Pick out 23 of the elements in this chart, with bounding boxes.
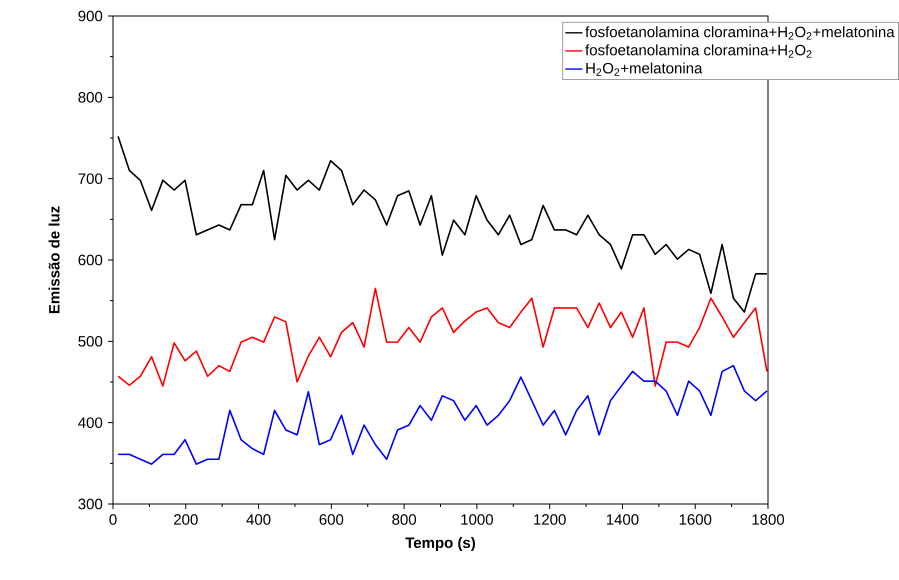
y-tick-label: 600 [78, 254, 102, 266]
line-series [117, 364, 768, 465]
x-tick-label: 1000 [461, 514, 493, 525]
legend-label: fosfoetanolamina cloramina+H$_{2}$O$_{2}$+melatonina [585, 26, 895, 40]
legend-label: fosfoetanolamina cloramina+H$_{2}$O$_{2}$ [585, 44, 812, 58]
legend-label: H$_{2}$O$_{2}$+melatonina [586, 62, 702, 76]
y-tick-label: 800 [78, 92, 102, 103]
x-tick-label: 0 [109, 514, 117, 525]
x-axis-title: Tempo (s) [405, 537, 476, 551]
x-tick-label: 1800 [752, 514, 784, 525]
y-tick-label: 300 [78, 498, 102, 510]
x-tick-label: 1400 [606, 514, 639, 525]
x-tick-label: 400 [246, 514, 270, 525]
x-tick-label: 600 [320, 514, 344, 525]
y-tick-label: 700 [78, 173, 102, 184]
x-tick-label: 1200 [534, 514, 566, 525]
x-tick-label: 1600 [680, 514, 712, 525]
y-tick-label: 900 [78, 10, 102, 22]
y-tick-label: 400 [78, 417, 102, 428]
x-tick-label: 200 [174, 514, 198, 525]
y-tick-label: 500 [78, 336, 102, 347]
y-axis-title: Emissão de luz [48, 206, 60, 314]
x-tick-label: 800 [392, 514, 416, 525]
